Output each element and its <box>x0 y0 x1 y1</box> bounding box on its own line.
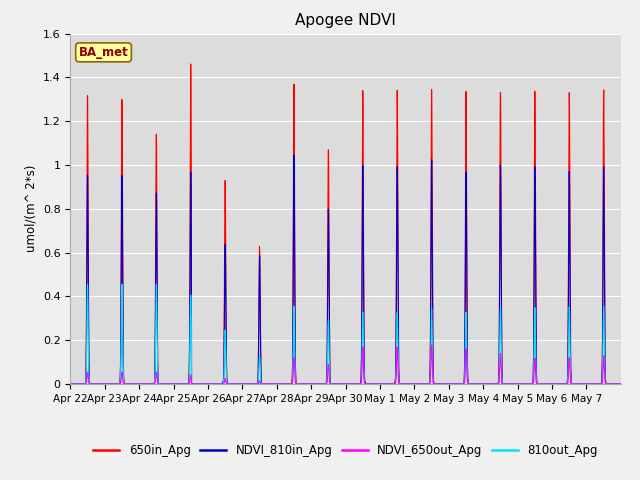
Y-axis label: umol/(m^ 2*s): umol/(m^ 2*s) <box>24 165 37 252</box>
Legend: 650in_Apg, NDVI_810in_Apg, NDVI_650out_Apg, 810out_Apg: 650in_Apg, NDVI_810in_Apg, NDVI_650out_A… <box>88 439 603 461</box>
Title: Apogee NDVI: Apogee NDVI <box>295 13 396 28</box>
Text: BA_met: BA_met <box>79 46 129 59</box>
